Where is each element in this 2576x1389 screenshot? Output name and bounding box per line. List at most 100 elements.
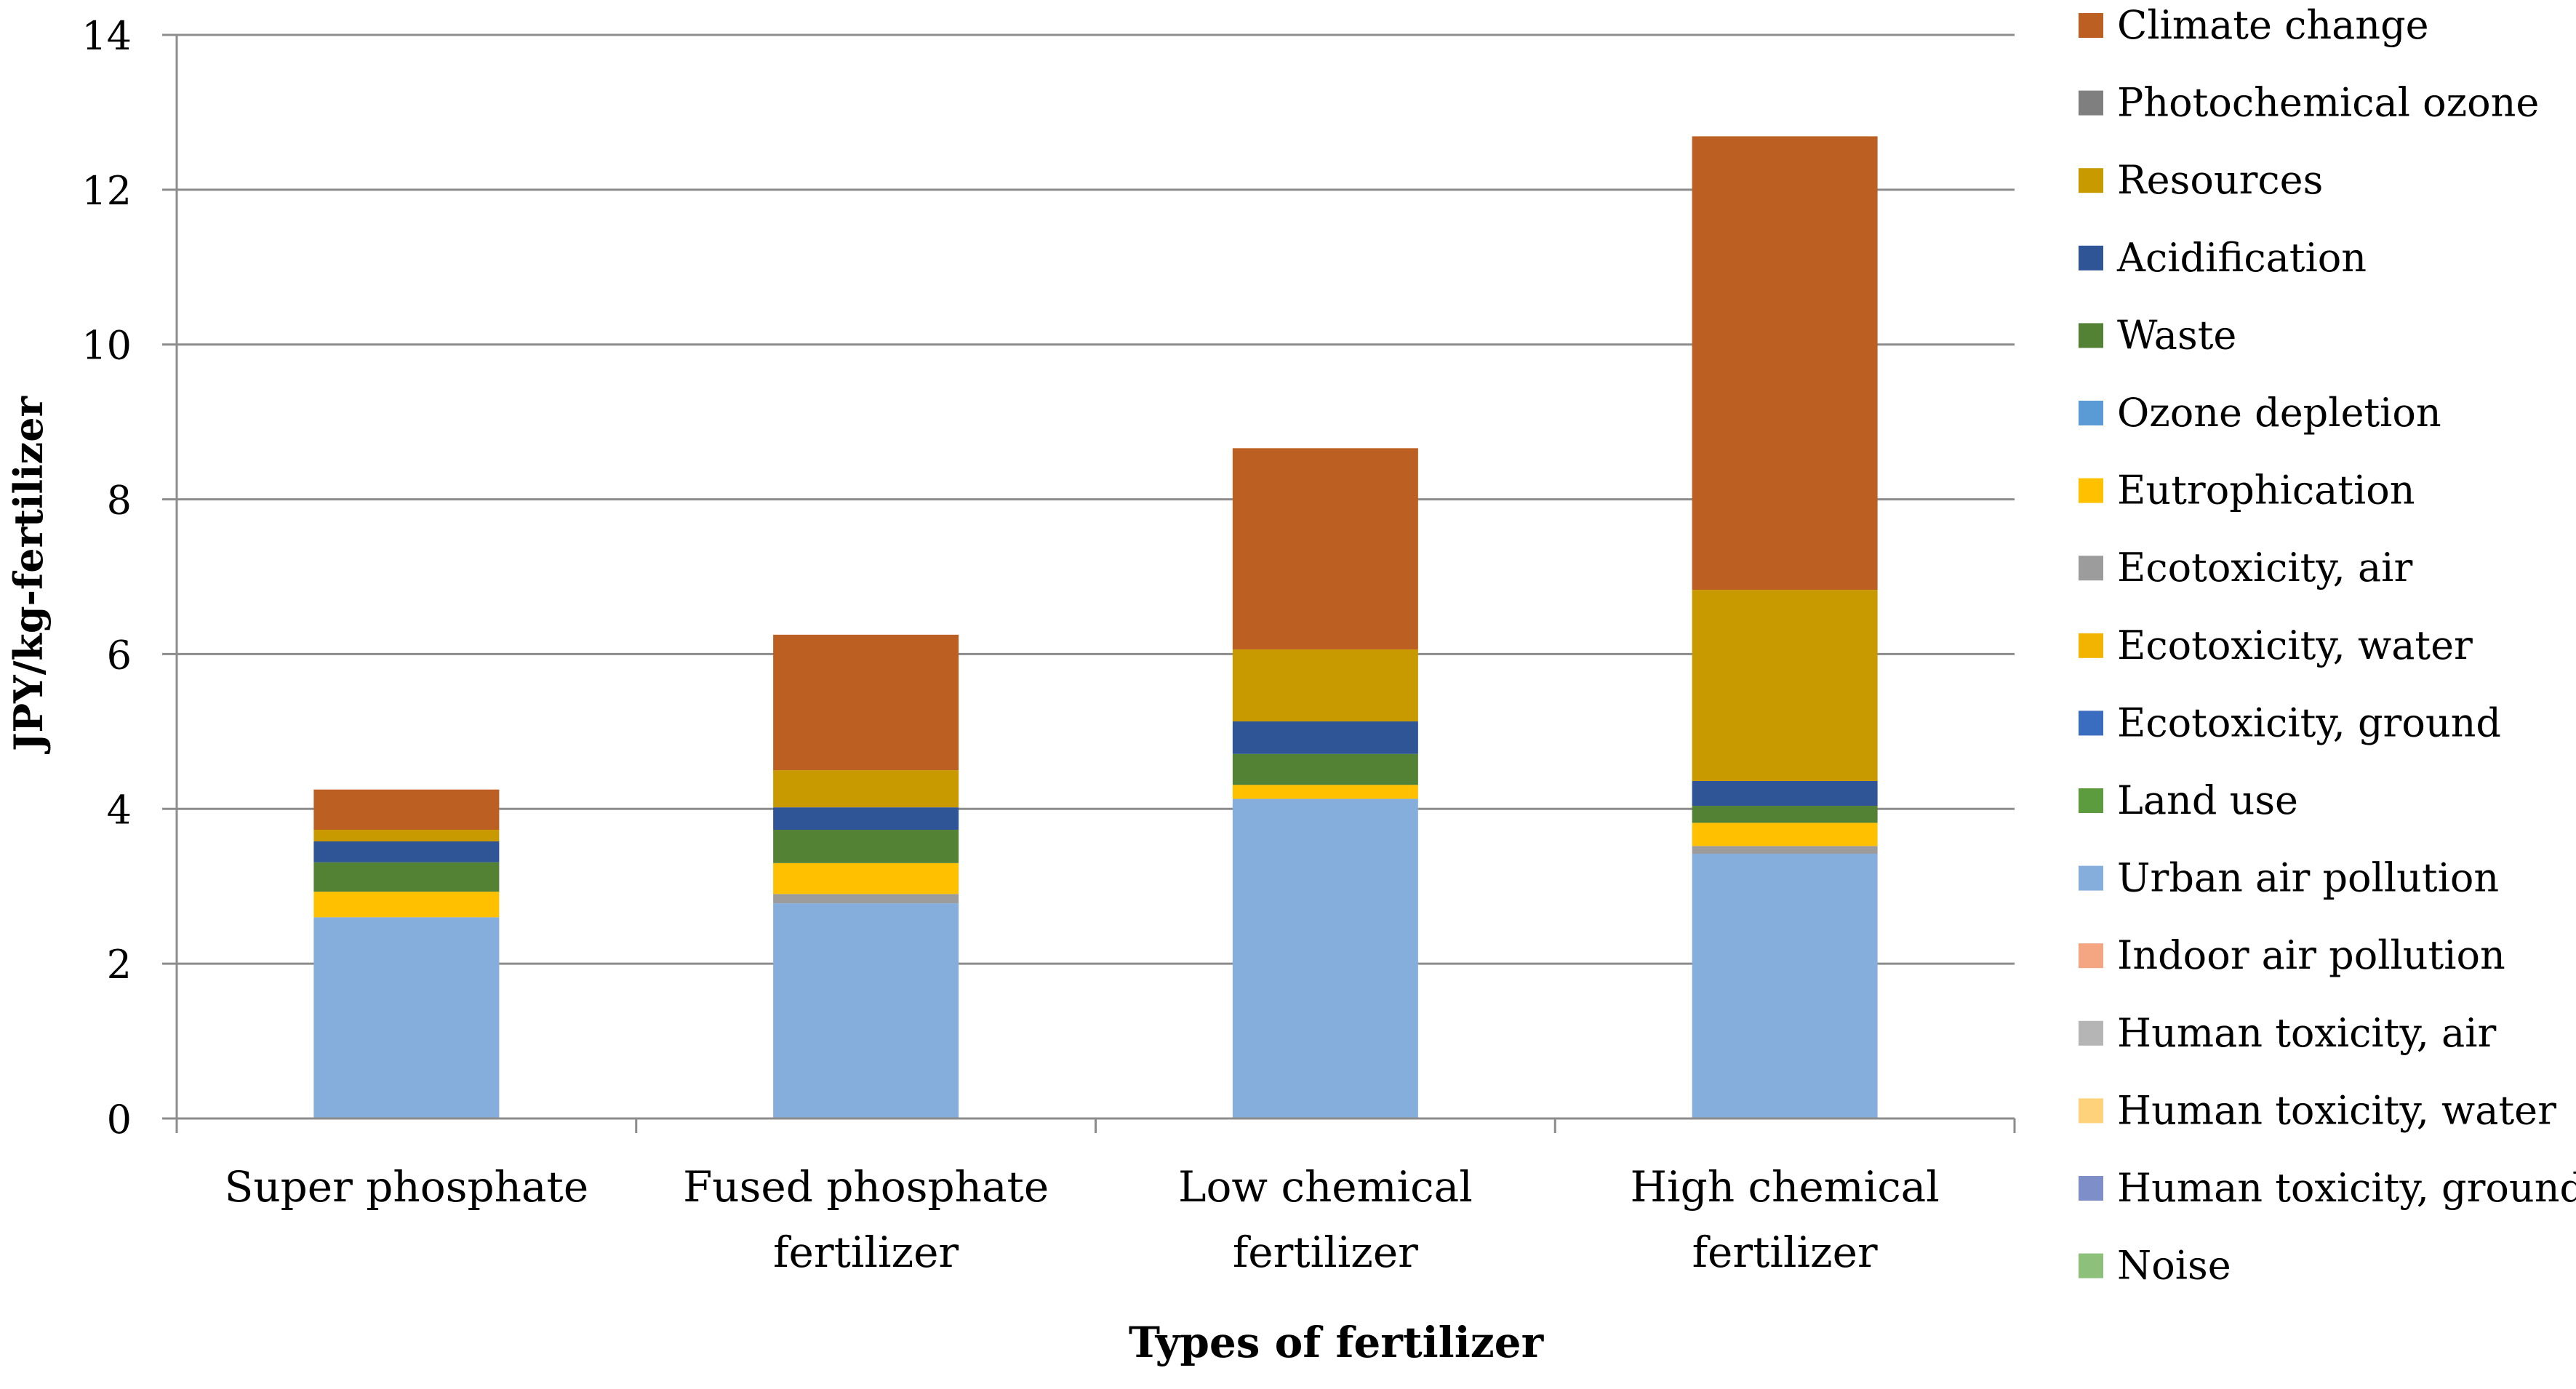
legend-label: Eutrophication (2117, 468, 2415, 513)
bar-segment (1692, 846, 1878, 854)
legend-label: Human toxicity, water (2117, 1087, 2556, 1133)
bar-segment (1232, 753, 1418, 785)
legend-swatch (2079, 865, 2103, 891)
legend-swatch (2079, 168, 2103, 193)
legend-item: Human toxicity, air (2079, 1010, 2496, 1056)
y-tick-label: 12 (81, 168, 132, 214)
y-tick-label: 0 (107, 1097, 132, 1142)
legend-label: Ecotoxicity, ground (2117, 700, 2501, 745)
x-axis-title: Types of fertilizer (1129, 1318, 1545, 1367)
bar-segment (773, 807, 959, 830)
axes (175, 35, 2015, 1133)
legend-label: Urban air pollution (2117, 855, 2499, 901)
legend-swatch (2079, 710, 2103, 736)
y-tick-label: 10 (81, 323, 132, 369)
bar-segment (1692, 136, 1878, 591)
legend-item: Human toxicity, ground (2079, 1165, 2576, 1211)
bar-segment (1692, 780, 1878, 806)
y-tick-label: 14 (81, 13, 132, 59)
bar-segment (313, 892, 500, 918)
legend-swatch (2079, 478, 2103, 503)
legend-label: Resources (2117, 157, 2323, 203)
legend-label: Acidification (2116, 235, 2367, 281)
legend-label: Photochemical ozone (2117, 80, 2539, 126)
bar-segment (773, 903, 959, 1118)
legend-label: Ecotoxicity, air (2117, 545, 2412, 591)
bar-segment (1232, 448, 1418, 650)
bar-segment (1232, 785, 1418, 799)
bar-segment (1692, 854, 1878, 1118)
legend-item: Urban air pollution (2079, 855, 2499, 901)
legend-item: Waste (2079, 312, 2236, 358)
legend-swatch (2079, 1253, 2103, 1278)
legend-swatch (2079, 633, 2103, 658)
bar-segment (313, 917, 500, 1118)
legend-label: Ecotoxicity, water (2117, 623, 2473, 668)
bar-segment (773, 634, 959, 771)
y-tick-label: 2 (107, 942, 132, 988)
x-tick-label: Low chemical (1178, 1162, 1473, 1212)
x-tick-label: fertilizer (773, 1228, 959, 1277)
bar-segment (773, 894, 959, 904)
legend-item: Indoor air pollution (2079, 932, 2505, 978)
legend-swatch (2079, 323, 2103, 348)
bar-segment (313, 830, 500, 841)
legend-item: Ecotoxicity, air (2079, 545, 2412, 591)
x-tick-label: Super phosphate (225, 1162, 589, 1212)
legend-label: Indoor air pollution (2117, 932, 2505, 978)
y-tick-label: 6 (107, 632, 132, 678)
bar-segment (313, 862, 500, 892)
legend-label: Noise (2117, 1243, 2231, 1289)
legend-swatch (2079, 245, 2103, 271)
legend-item: Acidification (2079, 235, 2367, 281)
legend-label: Human toxicity, ground (2117, 1165, 2576, 1211)
x-tick-label: fertilizer (1692, 1228, 1878, 1277)
legend-swatch (2079, 1176, 2103, 1201)
legend-item: Climate change (2079, 2, 2429, 48)
legend-swatch (2079, 90, 2103, 116)
legend-item: Land use (2079, 777, 2298, 823)
legend: Climate change Photochemical ozone Resourc… (2079, 2, 2576, 1289)
bar-segment (773, 862, 959, 894)
y-tick-labels: 0 2 4 6 8 10 12 14 (81, 13, 132, 1142)
legend-swatch (2079, 556, 2103, 581)
y-tick-label: 8 (107, 478, 132, 524)
legend-swatch (2079, 13, 2103, 38)
x-tick-label: fertilizer (1233, 1228, 1418, 1277)
legend-label: Human toxicity, air (2117, 1010, 2496, 1056)
legend-item: Ecotoxicity, ground (2079, 700, 2501, 745)
bar-segment (773, 830, 959, 863)
legend-item: Noise (2079, 1243, 2231, 1289)
bars (313, 136, 1878, 1118)
legend-label: Land use (2117, 777, 2298, 823)
x-tick-label: High chemical (1630, 1162, 1939, 1212)
legend-swatch (2079, 943, 2103, 969)
bar-segment (1692, 806, 1878, 823)
legend-swatch (2079, 401, 2103, 425)
bar-segment (1232, 649, 1418, 722)
legend-item: Eutrophication (2079, 468, 2415, 513)
legend-swatch (2079, 788, 2103, 813)
legend-item: Resources (2079, 157, 2323, 203)
x-tick-label: Fused phosphate (683, 1162, 1049, 1212)
legend-swatch (2079, 1020, 2103, 1046)
legend-swatch (2079, 1098, 2103, 1124)
legend-item: Ecotoxicity, water (2079, 623, 2473, 668)
y-tick-label: 4 (107, 787, 132, 833)
y-axis-title: JPY/kg-fertilizer (5, 396, 52, 754)
legend-item: Human toxicity, water (2079, 1087, 2556, 1133)
bar-segment (1692, 822, 1878, 846)
legend-label: Climate change (2117, 2, 2429, 48)
legend-label: Waste (2117, 312, 2236, 358)
bar-segment (1692, 590, 1878, 781)
bar-segment (313, 789, 500, 830)
bar-segment (1232, 798, 1418, 1118)
legend-label: Ozone depletion (2117, 390, 2441, 436)
bar-segment (773, 770, 959, 808)
x-tick-labels: Super phosphate Fused phosphate fertilizer… (225, 1162, 1940, 1277)
bar-segment (1232, 721, 1418, 754)
legend-item: Ozone depletion (2079, 390, 2441, 436)
bar-segment (313, 841, 500, 862)
